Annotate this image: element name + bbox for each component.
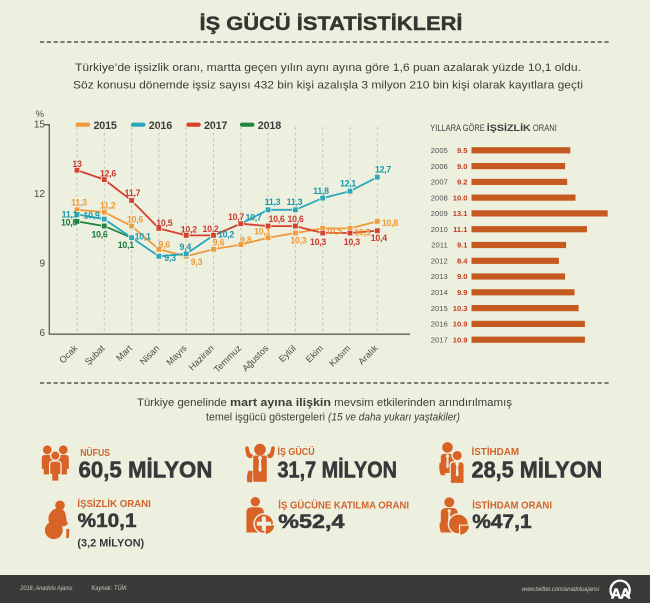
svg-text:10.0: 10.0	[453, 193, 468, 202]
svg-text:2010: 2010	[431, 225, 448, 234]
svg-text:10,6: 10,6	[287, 214, 303, 224]
svg-text:10,7: 10,7	[245, 212, 261, 222]
svg-text:İŞ GÜCÜNE KATILMA ORANI: İŞ GÜCÜNE KATILMA ORANI	[278, 498, 409, 511]
svg-text:10,9: 10,9	[83, 210, 99, 220]
svg-text:9,3: 9,3	[164, 253, 176, 263]
svg-text:13.1: 13.1	[453, 209, 469, 218]
svg-text:2017: 2017	[431, 335, 448, 344]
svg-text:10,4: 10,4	[371, 233, 387, 243]
svg-text:2014: 2014	[431, 288, 448, 297]
svg-text:9.5: 9.5	[457, 146, 468, 155]
svg-text:2009: 2009	[431, 209, 448, 218]
svg-text:Türkiye genelinde mart ayına i: Türkiye genelinde mart ayına ilişkin mev…	[137, 397, 513, 409]
svg-text:11,2: 11,2	[100, 200, 116, 210]
svg-text:2018: 2018	[258, 120, 281, 132]
svg-text:10,8: 10,8	[382, 218, 398, 228]
svg-text:%: %	[35, 109, 44, 120]
svg-text:11.1: 11.1	[453, 225, 468, 234]
svg-text:2018, Anadolu Ajansı: 2018, Anadolu Ajansı	[19, 585, 72, 592]
svg-text:12,1: 12,1	[340, 178, 356, 188]
svg-text:YILLARA GÖRE İŞSİZLİK ORANI: YILLARA GÖRE İŞSİZLİK ORANI	[430, 123, 557, 133]
svg-text:13: 13	[72, 159, 82, 169]
svg-text:9,4: 9,4	[180, 242, 192, 252]
svg-text:10.3: 10.3	[453, 304, 468, 313]
svg-text:AA: AA	[611, 587, 631, 603]
svg-text:(3,2 MİLYON): (3,2 MİLYON)	[77, 536, 144, 549]
svg-text:9,6: 9,6	[213, 237, 225, 247]
svg-text:11,3: 11,3	[71, 197, 87, 207]
svg-text:www.twitter.com/anadoluajansi: www.twitter.com/anadoluajansi	[522, 586, 600, 593]
svg-text:İŞ GÜCÜ: İŞ GÜCÜ	[278, 447, 315, 458]
svg-text:11,7: 11,7	[125, 188, 141, 198]
svg-text:9.9: 9.9	[457, 288, 468, 297]
svg-text:60,5 MİLYON: 60,5 MİLYON	[79, 457, 213, 483]
svg-text:temel işgücü göstergeleri (15: temel işgücü göstergeleri (15 ve daha yu…	[206, 411, 460, 423]
svg-text:10,1: 10,1	[118, 240, 134, 250]
svg-text:28,5 MİLYON: 28,5 MİLYON	[472, 457, 603, 483]
svg-text:2012: 2012	[431, 257, 448, 266]
svg-text:31,7 MİLYON: 31,7 MİLYON	[278, 457, 398, 483]
svg-text:9,8: 9,8	[240, 235, 252, 245]
svg-text:10,3: 10,3	[310, 237, 326, 247]
svg-text:2011: 2011	[431, 241, 448, 250]
svg-text:Türkiye’de işsizlik oranı, mar: Türkiye’de işsizlik oranı, martta geçen …	[75, 62, 581, 74]
svg-text:12: 12	[34, 189, 46, 200]
svg-text:10,6: 10,6	[91, 229, 107, 239]
svg-text:İSTİHDAM ORANI: İSTİHDAM ORANI	[472, 498, 552, 511]
svg-text:9.0: 9.0	[457, 162, 468, 171]
svg-text:12,7: 12,7	[375, 164, 391, 174]
svg-text:2005: 2005	[431, 146, 448, 155]
svg-text:Kaynak: TÜİK: Kaynak: TÜİK	[91, 585, 127, 592]
svg-text:2013: 2013	[431, 272, 448, 281]
svg-text:2015: 2015	[431, 304, 448, 313]
svg-text:10,5: 10,5	[354, 228, 370, 238]
svg-text:11,3: 11,3	[265, 197, 281, 207]
svg-text:Söz konusu dönemde işsiz sayıs: Söz konusu dönemde işsiz sayısı 432 bin …	[73, 79, 583, 91]
svg-text:10,5: 10,5	[326, 226, 342, 236]
svg-text:15: 15	[34, 119, 46, 130]
svg-text:11,3: 11,3	[287, 197, 303, 207]
svg-text:%47,1: %47,1	[472, 512, 532, 533]
svg-text:10.9: 10.9	[453, 320, 468, 329]
svg-text:2015: 2015	[94, 120, 117, 132]
svg-text:10,5: 10,5	[156, 218, 172, 228]
svg-text:%52,4: %52,4	[278, 512, 345, 533]
svg-text:10,1: 10,1	[254, 227, 270, 237]
svg-text:10,8: 10,8	[61, 217, 77, 227]
svg-text:%10,1: %10,1	[78, 511, 137, 532]
svg-text:10,1: 10,1	[135, 231, 151, 241]
svg-text:6: 6	[39, 328, 45, 339]
svg-text:10,6: 10,6	[127, 214, 143, 224]
svg-text:İSTİHDAM: İSTİHDAM	[472, 447, 520, 458]
svg-text:2016: 2016	[149, 120, 172, 132]
svg-text:2017: 2017	[204, 120, 227, 132]
svg-text:10,7: 10,7	[228, 212, 244, 222]
svg-text:10,6: 10,6	[268, 214, 284, 224]
svg-text:2007: 2007	[431, 178, 448, 187]
svg-text:9,6: 9,6	[159, 239, 171, 249]
svg-text:9.0: 9.0	[457, 272, 468, 281]
svg-text:9: 9	[39, 259, 45, 270]
svg-text:11,1: 11,1	[62, 209, 78, 219]
svg-text:10,2: 10,2	[181, 224, 197, 234]
svg-text:10,2: 10,2	[202, 224, 218, 234]
svg-text:10,3: 10,3	[344, 237, 360, 247]
svg-text:10.9: 10.9	[453, 335, 468, 344]
svg-text:NÜFUS: NÜFUS	[80, 448, 110, 459]
svg-text:9.2: 9.2	[457, 178, 468, 187]
svg-text:8.4: 8.4	[457, 257, 468, 266]
svg-text:10,3: 10,3	[290, 236, 306, 246]
svg-text:2008: 2008	[431, 193, 448, 202]
svg-text:10,2: 10,2	[218, 229, 234, 239]
svg-text:İŞSİZLİK ORANI: İŞSİZLİK ORANI	[77, 497, 151, 510]
svg-text:11,8: 11,8	[313, 186, 329, 196]
svg-text:2016: 2016	[431, 320, 448, 329]
svg-text:İŞ GÜCÜ İSTATİSTİKLERİ: İŞ GÜCÜ İSTATİSTİKLERİ	[200, 12, 463, 35]
svg-text:9,3: 9,3	[191, 257, 203, 267]
svg-text:9.1: 9.1	[457, 241, 468, 250]
svg-text:2006: 2006	[431, 162, 448, 171]
svg-text:12,6: 12,6	[100, 169, 116, 179]
